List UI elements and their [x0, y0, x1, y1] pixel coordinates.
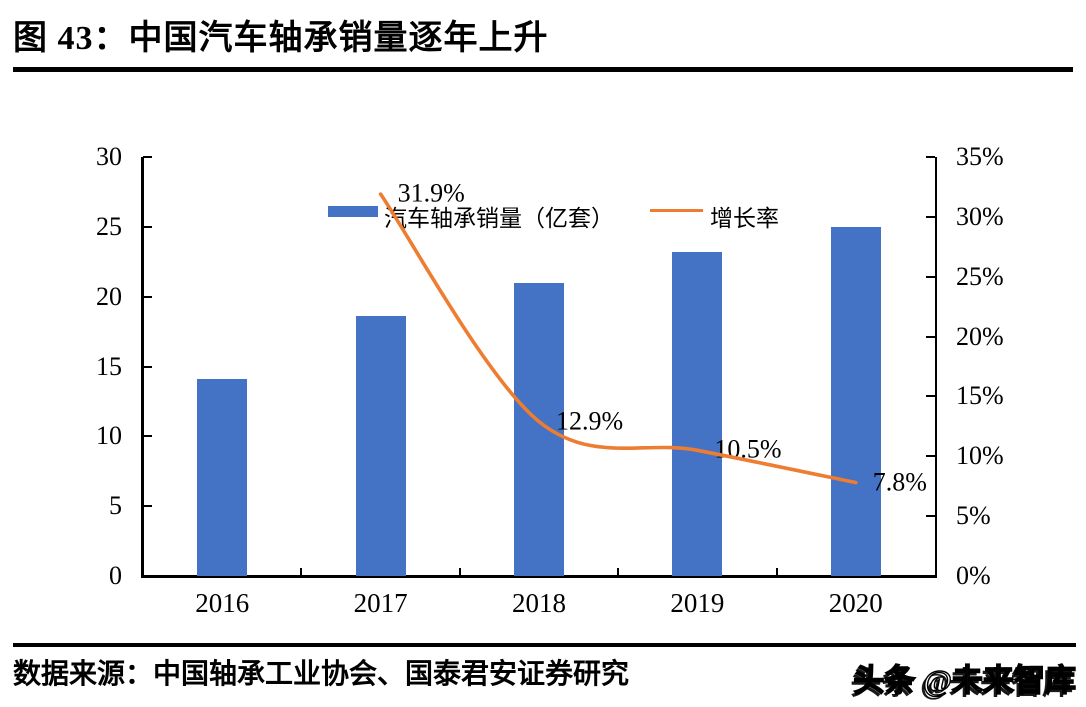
x-axis-tick: [458, 568, 461, 576]
y-axis-right-tick: [926, 156, 935, 158]
y-axis-right-tick: [926, 215, 935, 218]
y-axis-left-tick-label: 10: [96, 421, 122, 451]
x-axis: [141, 575, 937, 578]
y-axis-left-tick: [143, 295, 152, 298]
figure-title: 图 43：中国汽车轴承销量逐年上升: [13, 20, 549, 57]
legend-line-swatch-icon: [650, 209, 703, 212]
y-axis-right-tick: [926, 335, 935, 338]
growth-point-label: 7.8%: [872, 467, 927, 497]
growth-rate-path: [378, 192, 858, 485]
y-axis-left-tick: [143, 435, 152, 438]
y-axis-left-tick: [143, 575, 152, 577]
y-axis-right: [934, 157, 937, 578]
y-axis-left-tick-label: 25: [96, 211, 122, 241]
y-axis-left-tick: [143, 365, 152, 368]
legend-bar-swatch-icon: [328, 206, 378, 217]
y-axis-right-tick-label: 25%: [956, 261, 1004, 291]
y-axis-right-tick-label: 20%: [956, 321, 1004, 351]
x-axis-category-label: 2016: [195, 588, 250, 618]
growth-point-label: 10.5%: [714, 434, 782, 464]
growth-point-label: 12.9%: [556, 406, 624, 436]
sales-bar: [672, 251, 723, 576]
y-axis-left-tick: [143, 505, 152, 508]
growth-point-label: 31.9%: [397, 178, 465, 208]
y-axis-right-tick-label: 10%: [956, 441, 1004, 471]
legend-line-label: 增长率: [710, 206, 779, 231]
y-axis-right-tick: [926, 395, 935, 398]
sales-bar: [355, 316, 406, 576]
title-rule: [13, 67, 1073, 72]
y-axis-left-tick: [143, 156, 152, 158]
y-axis-left: [141, 157, 144, 578]
chart-legend: 汽车轴承销量（亿套） 增长率: [0, 100, 1086, 231]
y-axis-right-tick-label: 35%: [956, 142, 1004, 171]
y-axis-left-tick-label: 30: [96, 142, 122, 171]
x-axis-tick: [775, 568, 778, 576]
sales-bar: [830, 226, 881, 576]
y-axis-right-tick-label: 0%: [956, 561, 991, 590]
y-axis-right-tick-label: 5%: [956, 501, 991, 531]
y-axis-right-tick: [926, 275, 935, 278]
x-axis-category-label: 2017: [353, 588, 408, 618]
y-axis-right-tick-label: 30%: [956, 201, 1004, 231]
y-axis-right-tick: [926, 455, 935, 458]
watermark: 头条 @未来智库: [853, 662, 1077, 698]
x-axis-category-label: 2020: [828, 588, 883, 618]
y-axis-left-tick-label: 0: [109, 561, 122, 590]
x-axis-category-label: 2018: [512, 588, 566, 618]
y-axis-left-tick-label: 15: [96, 351, 122, 381]
source-note: 数据来源：中国轴承工业协会、国泰君安证券研究: [13, 659, 630, 690]
sales-bar: [197, 379, 248, 576]
y-axis-right-tick-label: 15%: [956, 381, 1004, 411]
x-axis-category-label: 2019: [670, 588, 725, 618]
y-axis-left-tick: [143, 225, 152, 228]
x-axis-tick: [300, 568, 303, 576]
y-axis-right-tick: [926, 515, 935, 518]
x-axis-tick: [617, 568, 620, 576]
footer-rule: [13, 643, 1076, 647]
y-axis-left-tick-label: 20: [96, 281, 122, 311]
y-axis-right-tick: [926, 575, 935, 577]
y-axis-left-tick-label: 5: [109, 491, 122, 521]
